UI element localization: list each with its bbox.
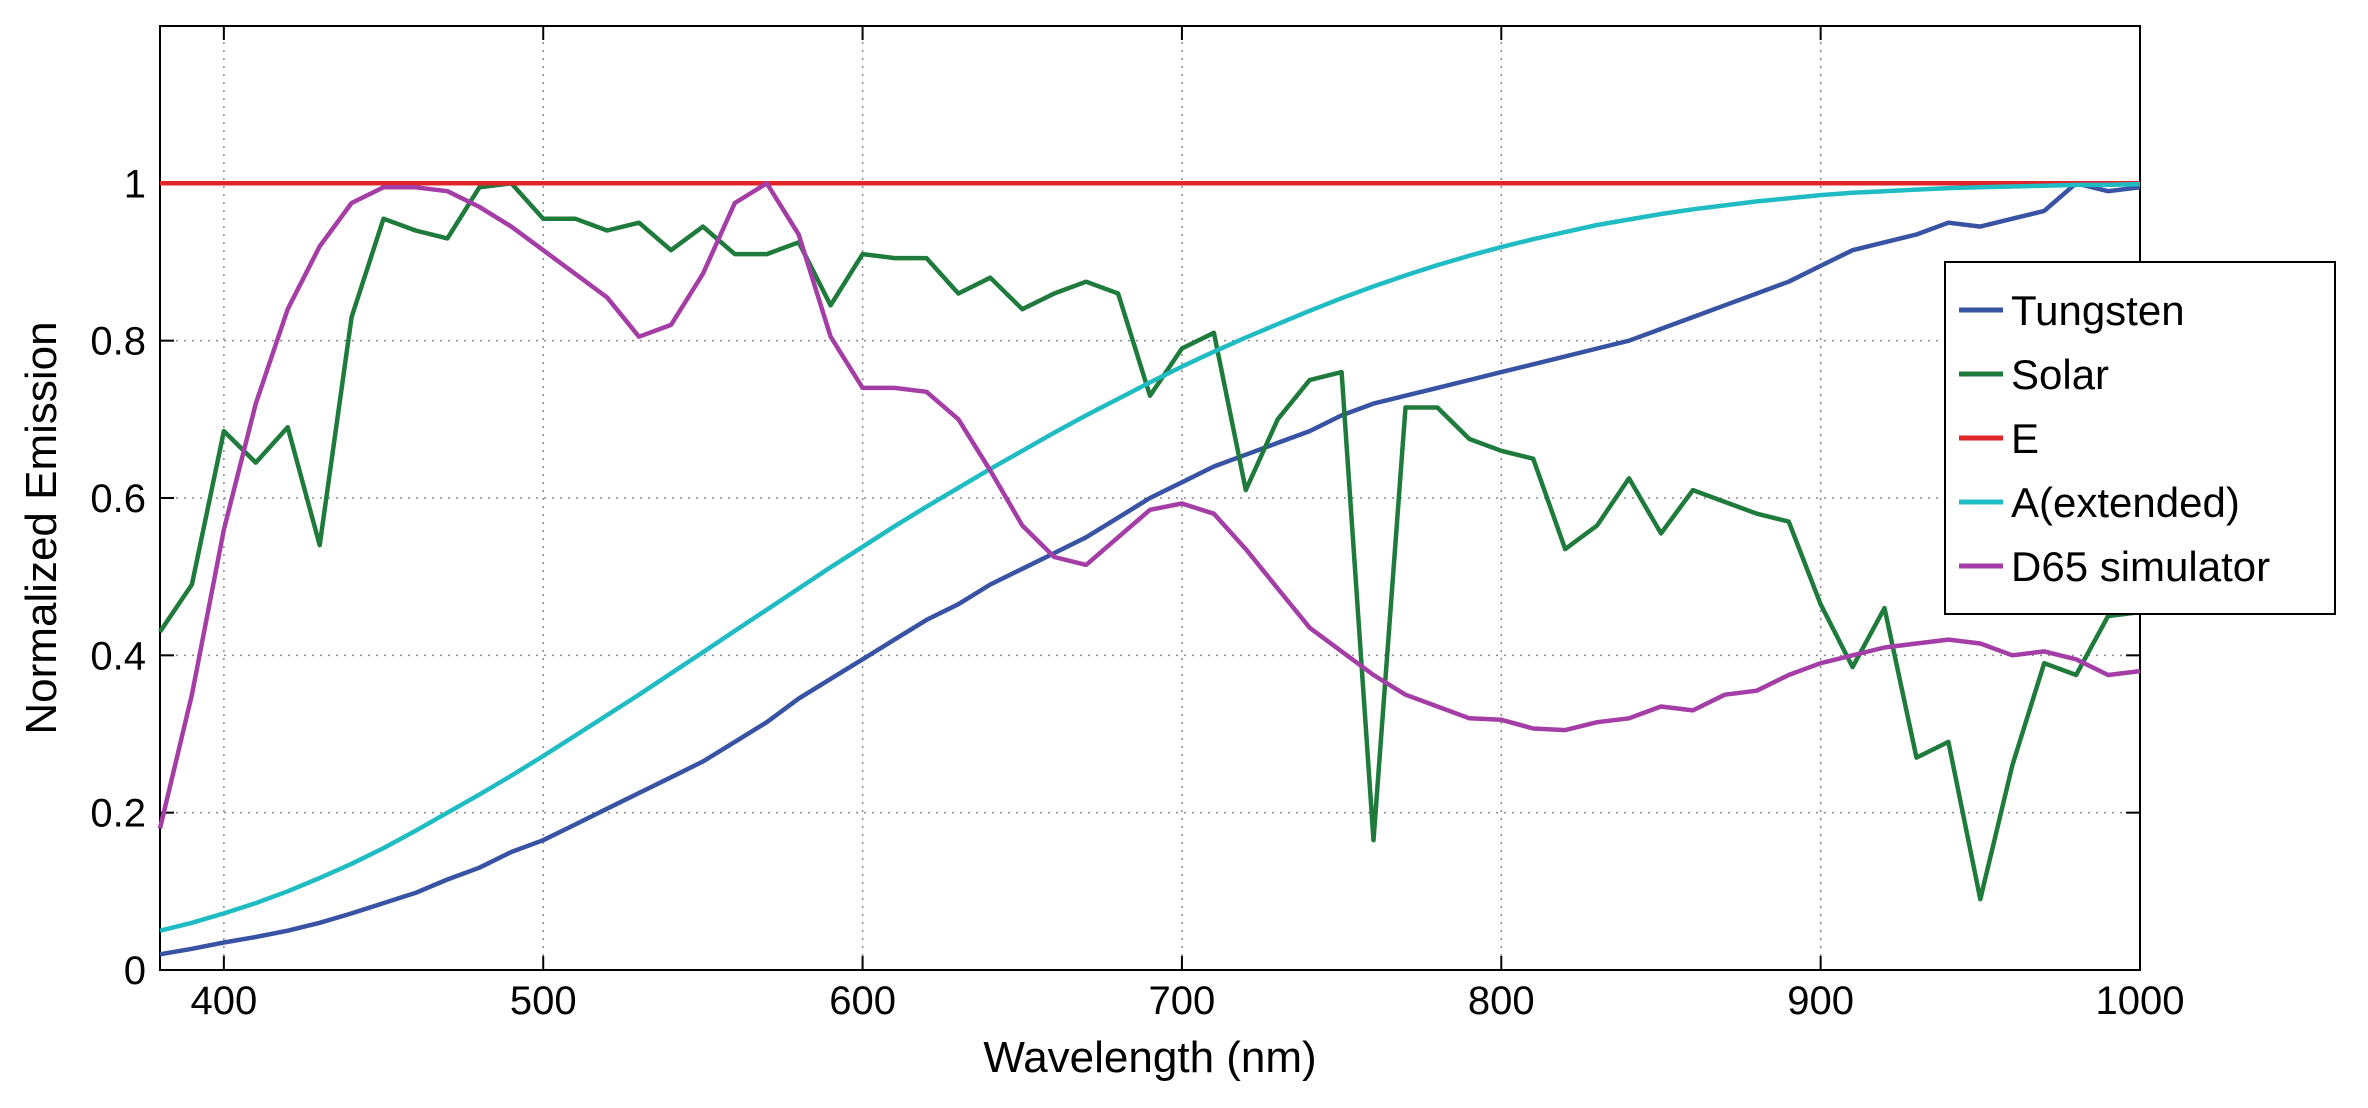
x-tick-label: 500: [510, 979, 577, 1023]
y-tick-label: 0.4: [90, 634, 146, 678]
legend-box: [1944, 261, 2336, 615]
series-line-a-extended: [159, 181, 2141, 933]
x-axis-title: Wavelength (nm): [983, 1033, 1316, 1082]
x-tick-label: 900: [1787, 979, 1854, 1023]
axis-ticks: 400 500 600 700 800 900 1000 0 0.2 0.4 0.6 0.8 1: [90, 25, 2185, 1023]
y-tick-label: 0.6: [90, 477, 146, 521]
x-tick-label: 800: [1468, 979, 1535, 1023]
x-tick-label: 600: [829, 979, 896, 1023]
grid-lines: [160, 26, 2140, 970]
series-line-tungsten: [159, 181, 2141, 957]
series-lines: [157, 181, 2141, 957]
y-tick-label: 0.2: [90, 792, 146, 836]
x-tick-label: 1000: [2096, 979, 2185, 1023]
legend-label: Solar: [2011, 351, 2109, 398]
x-tick-label: 700: [1149, 979, 1216, 1023]
legend-label: Tungsten: [2011, 287, 2185, 334]
x-tick-label: 400: [190, 979, 257, 1023]
series-line-solar: [158, 181, 2141, 902]
legend-label: A(extended): [2011, 479, 2240, 526]
legend-label: D65 simulator: [2011, 543, 2270, 590]
y-tick-label: 1: [124, 162, 146, 206]
y-tick-label: 0.8: [90, 320, 146, 364]
legend-label: E: [2011, 415, 2039, 462]
series-line-d65-simulator: [157, 181, 2141, 829]
y-axis-title: Normalized Emission: [17, 321, 66, 734]
y-tick-label: 0: [124, 949, 146, 993]
legend: Tungsten Solar E A(extended) D65 simulator: [1944, 261, 2336, 615]
